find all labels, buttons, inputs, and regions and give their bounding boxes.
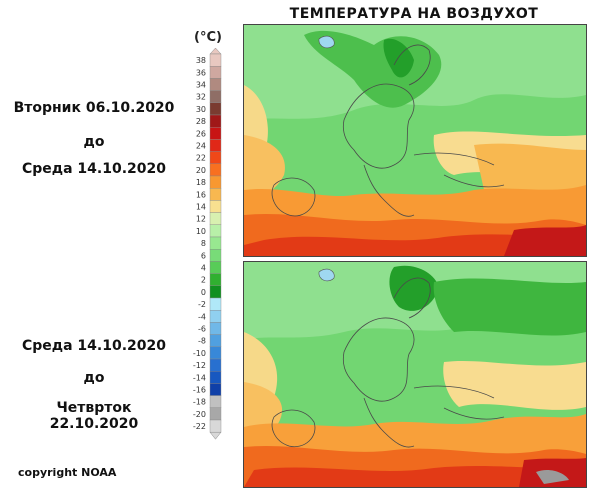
colorbar-swatch <box>209 419 222 433</box>
colorbar-swatch <box>209 200 222 213</box>
colorbar-tick-label: -10 <box>193 349 206 358</box>
temperature-colorbar: 38363432302826242220181614121086420-2-4-… <box>193 48 222 440</box>
period-1-connector: до <box>83 134 105 150</box>
colorbar-swatch <box>209 126 222 140</box>
colorbar-tick-label: 4 <box>201 264 206 273</box>
colorbar-swatch <box>209 212 222 226</box>
colorbar-tick-label: 28 <box>196 117 206 126</box>
colorbar-swatch <box>209 273 222 287</box>
colorbar-tick-label: -16 <box>193 386 206 395</box>
colorbar-tick-label: 34 <box>196 81 206 90</box>
colorbar-swatch <box>209 248 222 262</box>
colorbar-tick-label: 26 <box>196 129 206 138</box>
colorbar-swatch <box>209 66 222 79</box>
colorbar-tick-label: -18 <box>193 398 206 407</box>
colorbar-swatch <box>209 90 222 103</box>
colorbar-tick-label: -14 <box>193 373 206 382</box>
colorbar-tick-label: -6 <box>198 325 206 334</box>
colorbar-tick-label: 18 <box>196 178 206 187</box>
period-2-to: Четврток 22.10.2020 <box>49 400 139 432</box>
map-panel-week-2 <box>243 261 587 488</box>
period-1-from: Вторник 06.10.2020 <box>13 100 175 116</box>
colorbar-bottom-cap <box>209 431 222 440</box>
colorbar-tick-label: 30 <box>196 105 206 114</box>
colorbar-tick-label: -12 <box>193 361 206 370</box>
colorbar-top-cap <box>209 48 222 55</box>
colorbar-swatch <box>209 334 222 348</box>
colorbar-tick-label: -2 <box>198 300 206 309</box>
colorbar-swatch <box>209 358 222 372</box>
colorbar-tick-label: 2 <box>201 276 206 285</box>
colorbar-tick-label: 38 <box>196 56 206 65</box>
colorbar-tick-label: -20 <box>193 410 206 419</box>
colorbar-swatch <box>209 261 222 274</box>
colorbar-swatch <box>209 224 222 238</box>
colorbar-swatch <box>209 371 222 384</box>
colorbar-swatch <box>209 407 222 421</box>
colorbar-swatch <box>209 310 222 323</box>
colorbar-swatch <box>209 139 222 152</box>
colorbar-swatch <box>209 297 222 311</box>
period-2-from: Среда 14.10.2020 <box>22 338 166 354</box>
colorbar-tick-label: 8 <box>201 239 206 248</box>
colorbar-swatch <box>209 285 222 299</box>
colorbar-swatch <box>209 395 222 409</box>
period-1-to: Среда 14.10.2020 <box>22 161 166 177</box>
colorbar-tick-label: -4 <box>198 312 206 321</box>
colorbar-tick-label: 14 <box>196 203 206 212</box>
copyright-note: copyright NOAA <box>18 466 117 479</box>
europe-temperature-map-2 <box>244 262 586 487</box>
colorbar-swatch <box>209 187 222 201</box>
period-2-connector: до <box>83 370 105 386</box>
map-title: ТЕМПЕРАТУРА НА ВОЗДУХОТ <box>289 6 539 22</box>
colorbar-swatch <box>209 346 222 360</box>
europe-temperature-map-1 <box>244 25 586 256</box>
colorbar-tick-label: 10 <box>196 227 206 236</box>
colorbar-tick-label: 24 <box>196 142 206 151</box>
colorbar-tick-label: 22 <box>196 154 206 163</box>
colorbar-tick-label: 12 <box>196 215 206 224</box>
legend-unit: (°C) <box>194 30 222 45</box>
colorbar-tick-label: -22 <box>193 422 206 431</box>
colorbar-tick-label: 0 <box>201 288 206 297</box>
colorbar-swatch <box>209 53 222 67</box>
colorbar-tick-label: 6 <box>201 251 206 260</box>
colorbar-swatch <box>209 163 222 177</box>
colorbar-tick-label: -8 <box>198 337 206 346</box>
colorbar-tick-label: 20 <box>196 166 206 175</box>
colorbar-swatch <box>209 78 222 91</box>
colorbar-swatch <box>209 102 222 116</box>
map-panel-week-1 <box>243 24 587 257</box>
colorbar-swatch <box>209 114 222 128</box>
colorbar-swatch <box>209 383 222 396</box>
colorbar-tick-label: 36 <box>196 68 206 77</box>
colorbar-tick-label: 32 <box>196 93 206 102</box>
colorbar-swatch <box>209 322 222 335</box>
colorbar-swatch <box>209 151 222 164</box>
colorbar-tick-label: 16 <box>196 190 206 199</box>
colorbar-swatch <box>209 236 222 250</box>
colorbar-swatch <box>209 175 222 189</box>
